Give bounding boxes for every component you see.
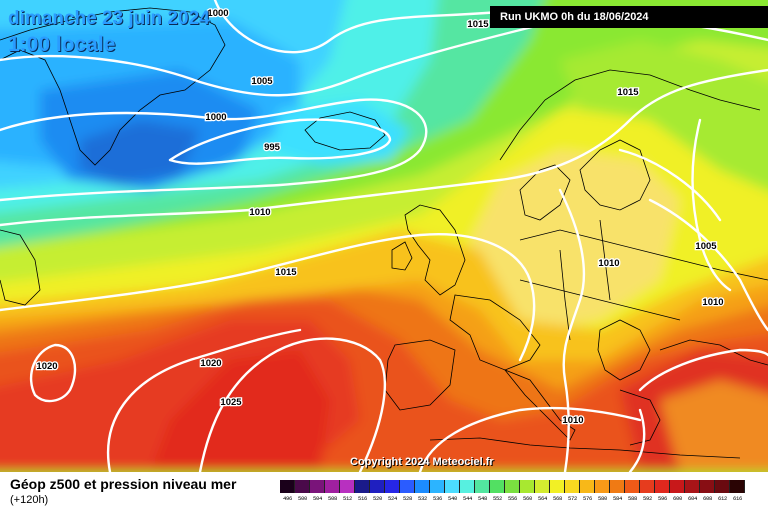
- isobar-label: 1010: [598, 258, 619, 269]
- scale-value: 576: [582, 495, 592, 502]
- isobar-label: 1015: [467, 19, 489, 30]
- scale-cell: [685, 480, 700, 493]
- forecast-date: dimanche 23 juin 2024: [8, 8, 210, 29]
- geopotential-map: 1000 1015 1005 1000 995 1015 1010 1015 1005 1010 1…: [0, 0, 768, 472]
- scale-cell: [655, 480, 670, 493]
- color-scale-labels: 496 500 504 508 512 516 520 524 528 532 536 540 544 5…: [280, 495, 745, 502]
- scale-cell: [580, 480, 595, 493]
- scale-value: 516: [357, 495, 367, 502]
- forecast-map: 1000 1015 1005 1000 995 1015 1010 1015 1005 1010 1…: [0, 0, 768, 472]
- isobar-label: 995: [264, 142, 281, 153]
- isobar-label: 1025: [220, 397, 242, 408]
- scale-cell: [610, 480, 625, 493]
- scale-cell: [340, 480, 355, 493]
- isobar-label: 1000: [207, 8, 228, 19]
- scale-cell: [565, 480, 580, 493]
- scale-value: 612: [717, 495, 727, 502]
- scale-value: 536: [432, 495, 442, 502]
- scale-value: 584: [612, 495, 622, 502]
- scale-cell: [700, 480, 715, 493]
- isobar-label: 1010: [562, 415, 583, 426]
- scale-value: 592: [642, 495, 652, 502]
- scale-cell: [640, 480, 655, 493]
- scale-value: 616: [732, 495, 742, 502]
- isobar-label: 1005: [695, 241, 717, 252]
- scale-value: 512: [342, 495, 352, 502]
- scale-cell: [445, 480, 460, 493]
- isobar-label: 1020: [36, 361, 57, 372]
- scale-value: 540: [447, 495, 457, 502]
- isobar-labels: 1000 1015 1005 1000 995 1015 1010 1015 1005 1010 1…: [35, 7, 725, 428]
- scale-value: 544: [462, 495, 472, 502]
- isobar-label: 1010: [702, 297, 723, 308]
- scale-cell: [355, 480, 370, 493]
- scale-cell: [430, 480, 445, 493]
- scale-value: 588: [627, 495, 637, 502]
- scale-cell: [520, 480, 535, 493]
- scale-cell: [400, 480, 415, 493]
- scale-cell: [535, 480, 550, 493]
- scale-cell: [295, 480, 310, 493]
- scale-cell: [490, 480, 505, 493]
- scale-value: 556: [507, 495, 517, 502]
- isobar-lines: [0, 0, 768, 472]
- map-title: Géop z500 et pression niveau mer: [10, 476, 237, 492]
- scale-cell: [415, 480, 430, 493]
- scale-cell: [730, 480, 745, 493]
- isobar-label: 1020: [200, 358, 221, 369]
- scale-value: 580: [597, 495, 607, 502]
- coastlines: [0, 7, 768, 459]
- scale-value: 520: [372, 495, 382, 502]
- copyright-text: Copyright 2024 Meteociel.fr: [350, 456, 494, 468]
- scale-cell: [505, 480, 520, 493]
- scale-value: 572: [567, 495, 577, 502]
- isobar-label: 1010: [249, 207, 270, 218]
- scale-value: 528: [402, 495, 412, 502]
- scale-cell: [715, 480, 730, 493]
- scale-value: 600: [672, 495, 682, 502]
- scale-value: 604: [687, 495, 697, 502]
- isobar-label: 1005: [251, 76, 273, 87]
- model-run-info: Run UKMO 0h du 18/06/2024: [490, 6, 768, 28]
- scale-cell: [625, 480, 640, 493]
- scale-cell: [475, 480, 490, 493]
- color-scale: [280, 480, 745, 493]
- isobar-label: 1015: [275, 267, 297, 278]
- scale-value: 496: [282, 495, 292, 502]
- scale-cell: [385, 480, 400, 493]
- scale-value: 524: [387, 495, 397, 502]
- scale-cell: [550, 480, 565, 493]
- scale-value: 508: [327, 495, 337, 502]
- scale-value: 564: [537, 495, 547, 502]
- forecast-time: 1:00 locale: [8, 33, 116, 56]
- scale-value: 608: [702, 495, 712, 502]
- scale-value: 532: [417, 495, 427, 502]
- map-subtitle: (+120h): [10, 494, 49, 506]
- scale-cell: [670, 480, 685, 493]
- scale-value: 504: [312, 495, 322, 502]
- scale-cell: [595, 480, 610, 493]
- scale-cell: [310, 480, 325, 493]
- scale-cell: [370, 480, 385, 493]
- map-legend-footer: Géop z500 et pression niveau mer (+120h)…: [0, 472, 768, 512]
- scale-cell: [460, 480, 475, 493]
- scale-value: 552: [492, 495, 502, 502]
- isobar-label: 1000: [205, 112, 226, 123]
- scale-cell: [325, 480, 340, 493]
- scale-value: 548: [477, 495, 487, 502]
- scale-value: 568: [552, 495, 562, 502]
- scale-value: 560: [522, 495, 532, 502]
- scale-value: 596: [657, 495, 667, 502]
- scale-cell: [280, 480, 295, 493]
- isobar-label: 1015: [617, 87, 639, 98]
- scale-value: 500: [297, 495, 307, 502]
